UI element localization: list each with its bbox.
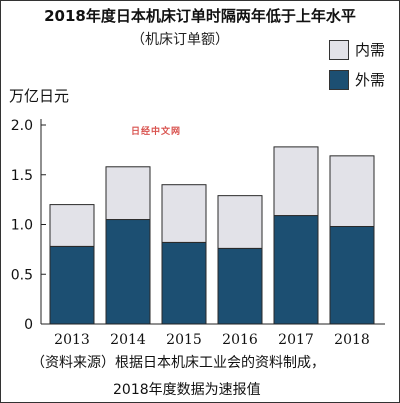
legend-label-foreign: 外需 [355,71,386,89]
bar-foreign [161,241,207,325]
bar-foreign [49,245,95,325]
bar-domestic [49,204,95,247]
source-note-line2: 2018年度数据为速报值 [113,382,261,398]
source-note-line1: （资料来源）根据日本机床工业会的资料制成， [31,355,325,371]
x-tick-label: 2014 [110,332,146,348]
bar-domestic [161,184,207,243]
bar-foreign [217,247,263,325]
legend-item-domestic: 内需 [329,39,385,60]
x-tick-label: 2015 [166,332,202,348]
y-tick-label: 1.0 [11,218,33,234]
x-tick-label: 2013 [54,332,90,348]
chart-plot: 0 0.5 1.0 1.5 2.0 2013 2014 2015 2016 2017 2018 [11,118,385,348]
bar-domestic [217,195,263,249]
bar-foreign [329,225,375,325]
legend-label-domestic: 内需 [355,41,386,59]
legend-swatch-foreign [329,69,349,90]
y-tick-label: 0.5 [11,267,33,283]
x-tick-label: 2017 [278,332,314,348]
y-tick-label: 1.5 [11,168,33,184]
bar-foreign [273,215,319,325]
y-tick-label: 2.0 [11,118,33,134]
legend-item-foreign: 外需 [329,69,385,90]
bar-domestic [273,146,319,217]
y-tick-label: 0 [24,317,33,333]
chart-title: 2018年度日本机床订单时隔两年低于上年水平 [44,7,356,25]
x-tick-label: 2018 [334,332,370,348]
x-tick-label: 2016 [222,332,258,348]
chart-subtitle: （机床订单额） [131,32,229,48]
bar-domestic [329,155,375,227]
y-axis-unit-label: 万亿日元 [9,87,70,105]
bar-foreign [105,219,151,325]
legend-swatch-domestic [329,39,349,60]
bar-domestic [105,166,151,221]
watermark: 日经中文网 [131,127,182,137]
